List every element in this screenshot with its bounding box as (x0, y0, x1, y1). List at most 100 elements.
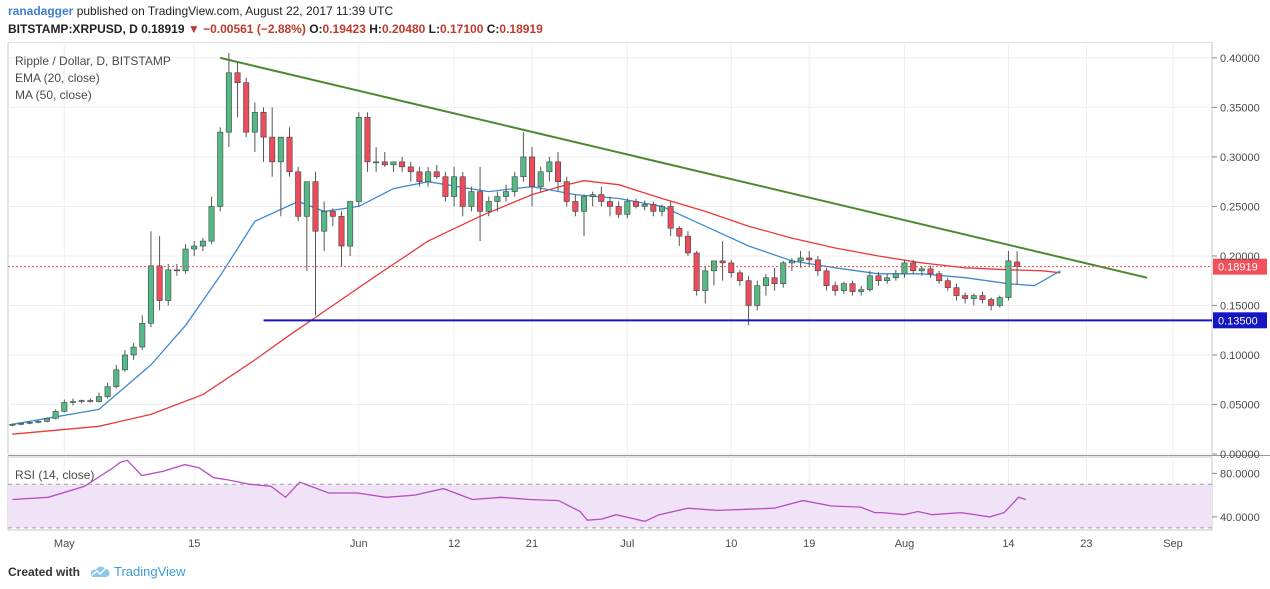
y-tick-label: 0.30000 (1220, 152, 1260, 164)
candle-body (702, 270, 709, 291)
candle-body (459, 176, 466, 207)
candle (572, 194, 579, 217)
candle (979, 291, 986, 304)
candle (555, 151, 562, 192)
candle (624, 198, 631, 219)
candle (633, 198, 639, 209)
change-value: −0.00561 (−2.88%) (203, 22, 306, 36)
candle (208, 196, 215, 245)
x-tick-label: 23 (1080, 538, 1092, 550)
y-tick-label: 0.05000 (1220, 399, 1260, 411)
candle (710, 260, 717, 286)
candle (199, 238, 206, 251)
x-tick-label: 15 (188, 538, 200, 550)
candle (355, 112, 362, 207)
candle-body (303, 181, 310, 217)
candle-body (225, 72, 232, 133)
candle (840, 281, 847, 294)
candle-body (918, 268, 925, 272)
candle-body (693, 252, 700, 291)
candle-body (104, 386, 111, 397)
candle (364, 112, 371, 172)
candle (511, 171, 518, 197)
candle (329, 208, 336, 227)
rsi-band (8, 484, 1212, 528)
y-tick-label: 0.40000 (1220, 53, 1260, 65)
indicator-layer (12, 180, 1061, 522)
candle (35, 420, 42, 424)
symbol-label: BITSTAMP:XRPUSD, D (8, 22, 138, 36)
support-price-label: 0.13500 (1218, 315, 1258, 327)
candle-body (1014, 261, 1021, 267)
candle-body (147, 265, 154, 324)
candle-body (607, 201, 613, 207)
candle-body (788, 260, 795, 264)
candle (607, 196, 613, 217)
open-value: 0.19423 (322, 22, 366, 36)
candle (494, 191, 501, 212)
chart-area[interactable]: 0.13500 0.18919 0.40000 0.35000 0.30000 0.25… (0, 41, 1270, 557)
candle (217, 127, 224, 212)
candle-body (139, 322, 146, 348)
candle-body (762, 277, 769, 286)
candle (892, 269, 899, 281)
candle-body (347, 201, 354, 247)
candle-body (338, 216, 345, 247)
candle-body (529, 156, 536, 187)
candle-body (979, 295, 986, 300)
candle (433, 164, 440, 179)
high-label: H: (369, 22, 382, 36)
candle (684, 231, 691, 256)
candle-body (121, 354, 128, 371)
x-tick-label: 21 (526, 538, 538, 550)
candle-body (390, 161, 397, 166)
x-tick-label: Sep (1163, 538, 1183, 550)
candle-body (875, 275, 882, 282)
candle-body (823, 270, 830, 286)
candle-body (251, 112, 258, 133)
candle-body (658, 206, 665, 212)
candle-body (927, 268, 934, 275)
candle (788, 257, 795, 271)
candle-body (52, 411, 59, 419)
candle (814, 255, 821, 276)
candle (988, 297, 995, 311)
candle (832, 281, 839, 296)
candle (650, 201, 657, 217)
candle (243, 77, 250, 138)
candle (9, 423, 16, 427)
candle (321, 201, 328, 251)
author-link[interactable]: ranadagger (8, 4, 74, 18)
candle-body (728, 262, 735, 274)
grid-layer (7, 41, 1270, 531)
candle (754, 280, 761, 311)
low-value: 0.17100 (440, 22, 484, 36)
candle-body (633, 201, 639, 207)
candle-body (312, 181, 319, 232)
candle-body (641, 204, 648, 207)
tradingview-logo[interactable]: TradingView (88, 564, 186, 579)
y-tick-label: 0.10000 (1220, 350, 1260, 362)
candle (52, 409, 59, 420)
candle-body (806, 257, 813, 261)
legend-entry: MA (50, close) (15, 88, 92, 102)
y-tick-label: 0.20000 (1220, 251, 1260, 263)
rsi-y-tick-label: 80.0000 (1220, 468, 1260, 480)
tradingview-brand[interactable]: TradingView (114, 564, 186, 579)
last-price-tag (1213, 258, 1267, 275)
price-chart-svg[interactable]: 0.13500 0.18919 0.40000 0.35000 0.30000 0.25… (0, 41, 1270, 557)
candle-body (182, 248, 189, 272)
candle (303, 181, 310, 271)
candle-body (433, 171, 440, 178)
candle-body (736, 272, 743, 282)
candle (347, 201, 354, 256)
candle-body (754, 285, 761, 306)
candle (295, 166, 302, 222)
candle-layer (9, 52, 1021, 427)
candle (598, 186, 605, 207)
candle-body (329, 211, 336, 217)
candle-body (511, 176, 518, 192)
candle (43, 417, 50, 423)
x-tick-label: 12 (448, 538, 460, 550)
candle (130, 343, 137, 360)
